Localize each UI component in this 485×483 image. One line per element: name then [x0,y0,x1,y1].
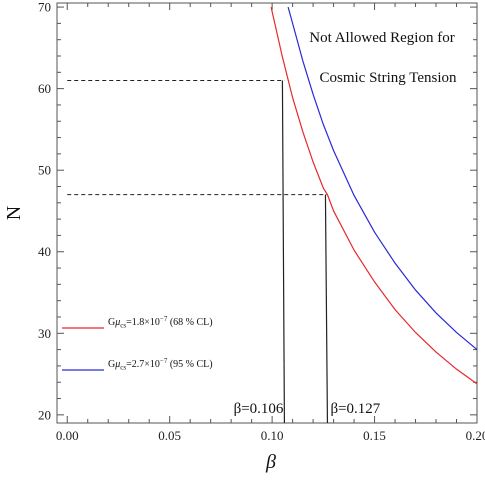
beta-label-0106: β=0.106 [234,401,284,417]
series-lines [270,6,478,385]
y-tick-label: 30 [38,326,51,341]
reference-lines [67,79,329,424]
region-label-line2: Cosmic String Tension [319,70,457,86]
axis-ticks [57,3,478,423]
legend-entry-2: Gμcs=2.7×10−7 (95 % CL) [108,357,213,372]
vertical-reference-beta [324,194,329,424]
x-tick-label: 0.20 [466,428,485,443]
x-tick-label: 0.10 [261,428,284,443]
vertical-reference-beta [281,80,286,424]
y-tick-label: 70 [38,0,51,15]
legend-entry-1: Gμcs=1.8×10−7 (68 % CL) [108,315,213,330]
x-axis-label: β [265,451,276,473]
legend: Gμcs=1.8×10−7 (68 % CL) Gμcs=2.7×10−7 (95… [62,315,213,372]
x-tick-labels: 0.00 0.05 0.10 0.15 0.20 [56,428,485,443]
y-tick-label: 20 [38,407,51,422]
region-label-line1: Not Allowed Region for [309,30,454,46]
series-line-2 [287,6,478,351]
y-axis-label: N [3,206,25,220]
y-tick-labels: 20 30 40 50 60 70 [38,0,51,422]
y-tick-label: 50 [38,163,51,178]
x-tick-label: 0.00 [56,428,79,443]
series-line-1 [270,6,478,385]
x-tick-label: 0.15 [363,428,386,443]
beta-label-0127: β=0.127 [330,401,380,417]
x-tick-label: 0.05 [158,428,181,443]
y-tick-label: 40 [38,244,51,259]
y-tick-label: 60 [38,81,51,96]
plot-frame [56,2,478,424]
